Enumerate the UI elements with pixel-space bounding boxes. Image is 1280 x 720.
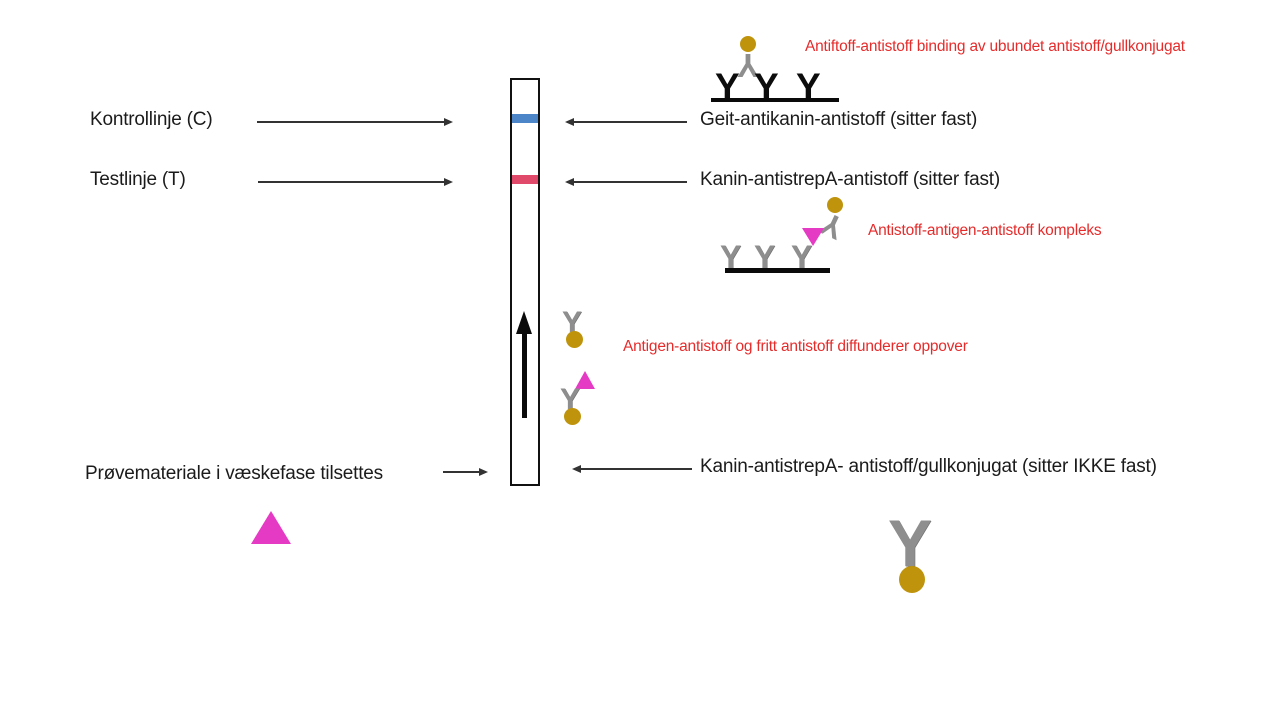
arrow-head-icon (479, 467, 488, 476)
test-line (512, 175, 538, 184)
gold-conjugate-icon (740, 36, 756, 52)
fixed-antibody-icon: Y (720, 239, 742, 275)
gold-conjugate-icon (899, 566, 925, 593)
antibody-y-icon: Y (560, 383, 581, 416)
gold-conjugate-icon (566, 331, 583, 348)
fixed-antibody-icon: Y (791, 239, 813, 275)
annotation-diffunderer: Antigen-antistoff og fritt antistoff dif… (623, 338, 968, 355)
kanin-ikke-fast-arrow (572, 464, 692, 473)
control-line (512, 114, 538, 123)
label-testlinje: Testlinje (T) (90, 169, 186, 190)
antibody-y-icon: Y (887, 506, 933, 580)
arrow-shaft (257, 121, 445, 123)
membrane-baseline (711, 98, 839, 102)
gold-conjugate-icon (564, 408, 581, 425)
arrow-shaft (443, 471, 480, 473)
kanin-fast-arrow (565, 177, 687, 186)
antibody-y-icon: Y (562, 306, 583, 339)
fixed-antibody-icon: Y (754, 239, 776, 275)
antigen-triangle-icon (575, 371, 595, 389)
arrow-head-icon (444, 177, 453, 186)
arrow-shaft (258, 181, 445, 183)
kontrollinje-arrow (257, 117, 453, 126)
arrow-shaft (580, 468, 692, 470)
test-strip (510, 78, 540, 486)
flow-direction-arrow-shaft (522, 332, 527, 418)
arrow-head-icon (565, 177, 574, 186)
arrow-shaft (573, 181, 687, 183)
arrow-head-icon (444, 117, 453, 126)
arrow-shaft (573, 121, 687, 123)
label-kontrollinje: Kontrollinje (C) (90, 109, 213, 130)
label-kanin-antistrepa-ikke-fast: Kanin-antistrepA- antistoff/gullkonjugat… (700, 456, 1157, 477)
label-provemateriale: Prøvemateriale i væskefase tilsettes (85, 463, 383, 484)
gold-conjugate-icon (827, 197, 843, 213)
arrow-head-icon (572, 464, 581, 473)
provemateriale-arrow (443, 467, 488, 476)
flow-direction-arrow-head-icon (516, 311, 532, 334)
annotation-kompleks: Antistoff-antigen-antistoff kompleks (868, 222, 1102, 239)
annotation-binding: Antiftoff-antistoff binding av ubundet a… (805, 38, 1185, 55)
arrow-head-icon (565, 117, 574, 126)
testlinje-arrow (258, 177, 453, 186)
sample-antigen-triangle-icon (251, 511, 291, 544)
antigen-triangle-icon (802, 228, 824, 246)
membrane-baseline (725, 268, 830, 273)
label-geit-antikanin: Geit-antikanin-antistoff (sitter fast) (700, 109, 978, 130)
label-kanin-antistrepa-fast: Kanin-antistrepA-antistoff (sitter fast) (700, 169, 1000, 190)
geit-arrow (565, 117, 687, 126)
